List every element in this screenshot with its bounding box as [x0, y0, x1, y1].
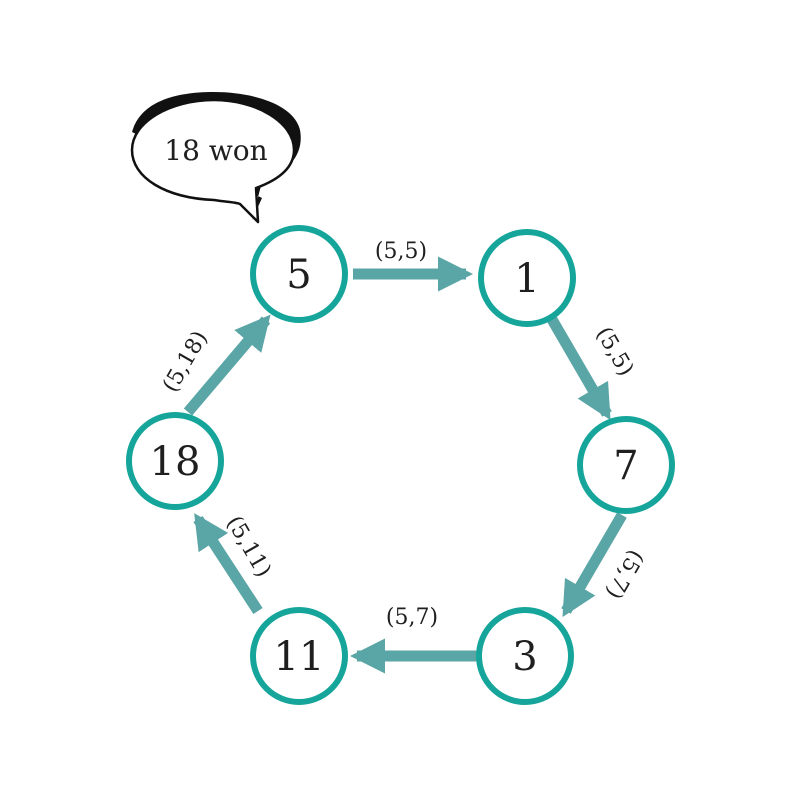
node-1-circle — [478, 229, 576, 327]
edges: (5,5) (5,5) (5,7) (5,7) (5,11) (5,18) — [158, 239, 649, 674]
edge-3-to-11: (5,7) — [349, 605, 477, 674]
edge-1-to-7-label: (5,5) — [591, 323, 639, 381]
node-7-label: 7 — [613, 443, 638, 489]
node-18-label: 18 — [150, 439, 201, 485]
node-3-label: 3 — [512, 634, 537, 680]
node-18: 18 — [126, 412, 224, 510]
node-5: 5 — [250, 225, 348, 323]
edge-5-to-1-label: (5,5) — [375, 239, 427, 264]
node-1: 1 — [478, 229, 576, 327]
node-3: 3 — [476, 607, 574, 705]
edge-11-to-18: (5,11) — [193, 512, 276, 615]
node-7-circle — [577, 416, 675, 514]
edge-7-to-3-arrow — [561, 512, 627, 618]
edge-5-to-1: (5,5) — [353, 239, 474, 292]
node-5-label: 5 — [286, 252, 311, 298]
edge-18-to-5-arrow — [183, 314, 271, 416]
edge-1-to-7: (5,5) — [545, 313, 639, 421]
edge-3-to-11-label: (5,7) — [386, 605, 438, 630]
edge-18-to-5: (5,18) — [158, 314, 271, 416]
node-11: 11 — [250, 607, 348, 705]
node-1-label: 1 — [514, 256, 539, 302]
speech-bubble: 18 won — [130, 92, 301, 224]
node-11-circle — [250, 607, 348, 705]
edge-1-to-7-arrow — [545, 313, 612, 421]
node-5-circle — [250, 225, 348, 323]
node-3-circle — [476, 607, 574, 705]
node-7: 7 — [577, 416, 675, 514]
node-18-circle — [126, 412, 224, 510]
nodes: 5 1 7 3 11 18 — [126, 225, 675, 705]
edge-11-to-18-arrow — [193, 513, 263, 615]
speech-bubble-text: 18 won — [164, 134, 267, 167]
edge-7-to-3: (5,7) — [561, 512, 649, 618]
speech-bubble-body — [130, 98, 296, 224]
edge-7-to-3-label: (5,7) — [601, 545, 649, 603]
node-11-label: 11 — [274, 634, 325, 680]
